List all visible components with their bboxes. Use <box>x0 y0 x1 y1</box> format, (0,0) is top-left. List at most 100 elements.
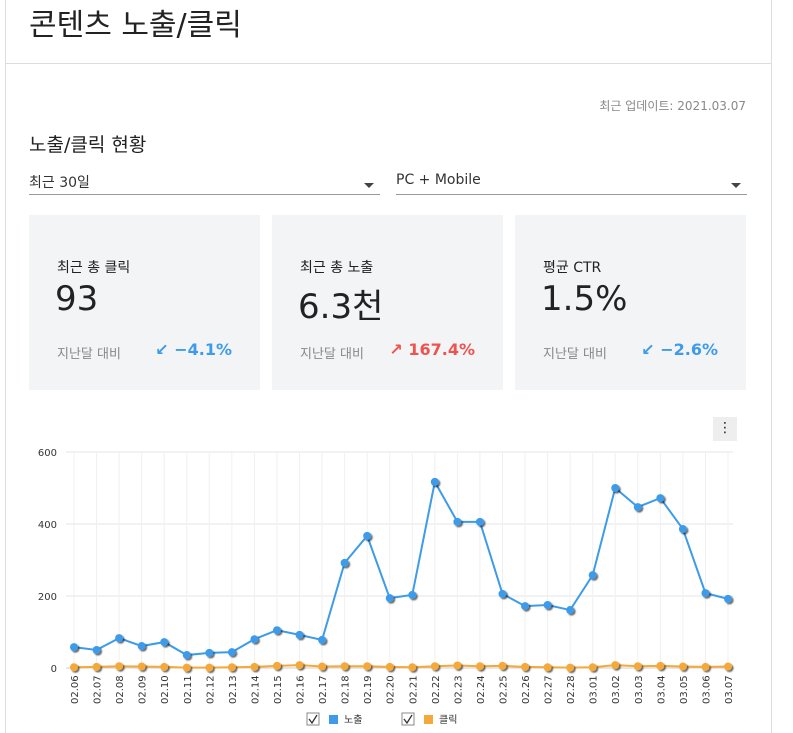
point <box>521 662 530 671</box>
x-tick-label: 02.16 <box>296 675 307 704</box>
x-tick-label: 02.14 <box>250 675 261 704</box>
card-change: ↙ −2.6% <box>641 340 718 359</box>
point <box>408 663 417 672</box>
point <box>724 594 732 603</box>
point <box>701 589 710 598</box>
page-title: 콘텐츠 노출/클릭 <box>29 8 242 43</box>
point <box>724 662 732 671</box>
x-tick-label: 02.19 <box>363 675 374 704</box>
legend-swatch <box>424 715 433 724</box>
point <box>521 602 530 611</box>
point <box>340 558 349 567</box>
point <box>475 517 484 526</box>
period-select[interactable]: 최근 30일 <box>29 172 380 195</box>
point <box>566 663 575 672</box>
point <box>250 635 259 644</box>
point <box>363 662 372 671</box>
y-tick-label: 200 <box>38 592 57 603</box>
legend-checkbox[interactable] <box>306 712 320 726</box>
x-tick-label: 02.24 <box>476 675 487 704</box>
change-text: −2.6% <box>660 340 718 359</box>
section-title: 노출/클릭 현황 <box>29 134 147 156</box>
x-tick-label: 03.02 <box>611 675 622 704</box>
point <box>678 525 687 534</box>
point <box>137 662 146 671</box>
point <box>272 661 281 670</box>
x-tick-label: 02.13 <box>228 675 239 704</box>
point <box>656 494 665 503</box>
card-label: 평균 CTR <box>543 260 602 276</box>
chart: 0 200 400 600 02.06 02.07 02.08 02.09 02.10 02.11… <box>38 448 735 726</box>
legend-label: 노출 <box>344 714 362 726</box>
point <box>430 477 439 486</box>
select-text: 최근 30일 <box>29 175 90 191</box>
card-compare: 지난달 대비 <box>57 347 121 362</box>
change-text: −4.1% <box>174 340 232 359</box>
point <box>70 663 78 672</box>
y-tick-label: 600 <box>38 448 57 459</box>
point <box>656 661 665 670</box>
point <box>543 601 552 609</box>
card-compare: 지난달 대비 <box>543 347 607 362</box>
check <box>308 714 318 725</box>
stat-card: 최근 총 노출 6.3천 지난달 대비 ↗ 167.4% <box>272 215 503 390</box>
point <box>588 571 597 580</box>
x-tick-label: 02.12 <box>205 675 216 704</box>
legend-checkbox[interactable] <box>401 712 415 726</box>
x-tick-label: 02.11 <box>183 675 194 704</box>
point <box>633 662 642 671</box>
point <box>92 662 101 671</box>
chart-menu[interactable]: ⋮ <box>713 417 737 441</box>
point <box>318 635 327 644</box>
card-label: 최근 총 노출 <box>300 260 374 276</box>
point <box>385 594 394 603</box>
panel <box>5 63 772 733</box>
x-tick-label: 02.10 <box>160 675 171 704</box>
point <box>408 590 417 599</box>
x-tick-label: 02.25 <box>498 675 509 704</box>
x-tick-label: 02.07 <box>93 675 104 704</box>
change-text: 167.4% <box>408 340 475 359</box>
x-tick-label: 02.28 <box>566 675 577 704</box>
card-value: 6.3천 <box>298 287 384 327</box>
point <box>205 663 214 672</box>
legend-label: 클릭 <box>439 714 457 726</box>
point <box>678 662 687 671</box>
legend-swatch <box>329 715 338 724</box>
point <box>227 663 236 672</box>
x-tick-label: 02.17 <box>318 675 329 704</box>
point <box>498 661 507 670</box>
point <box>250 662 259 671</box>
x-tick-label: 03.01 <box>589 675 600 704</box>
point <box>318 662 327 671</box>
x-tick-label: 02.06 <box>70 675 81 704</box>
card-value: 93 <box>55 279 99 319</box>
point <box>295 661 304 670</box>
point <box>115 634 124 643</box>
x-tick-label: 02.18 <box>341 675 352 704</box>
stat-card: 평균 CTR 1.5% 지난달 대비 ↙ −2.6% <box>515 215 746 390</box>
point <box>701 662 710 671</box>
point <box>205 648 214 657</box>
series-line <box>73 479 729 657</box>
point <box>588 663 597 672</box>
point <box>385 662 394 671</box>
point <box>160 662 169 671</box>
card-compare: 지난달 대비 <box>300 347 364 362</box>
x-tick-label: 03.03 <box>634 675 645 704</box>
x-tick-label: 03.04 <box>656 675 667 704</box>
point <box>182 663 191 672</box>
x-tick-label: 02.15 <box>273 675 284 704</box>
x-tick-label: 03.05 <box>679 675 690 704</box>
series-line <box>73 664 729 669</box>
point <box>498 589 507 598</box>
select-text: PC + Mobile <box>396 172 481 188</box>
point <box>182 651 191 660</box>
check <box>403 714 413 725</box>
card-label: 최근 총 클릭 <box>57 260 131 276</box>
device-select[interactable]: PC + Mobile <box>396 172 747 195</box>
point <box>611 661 620 670</box>
point <box>633 503 642 512</box>
point <box>543 663 552 672</box>
